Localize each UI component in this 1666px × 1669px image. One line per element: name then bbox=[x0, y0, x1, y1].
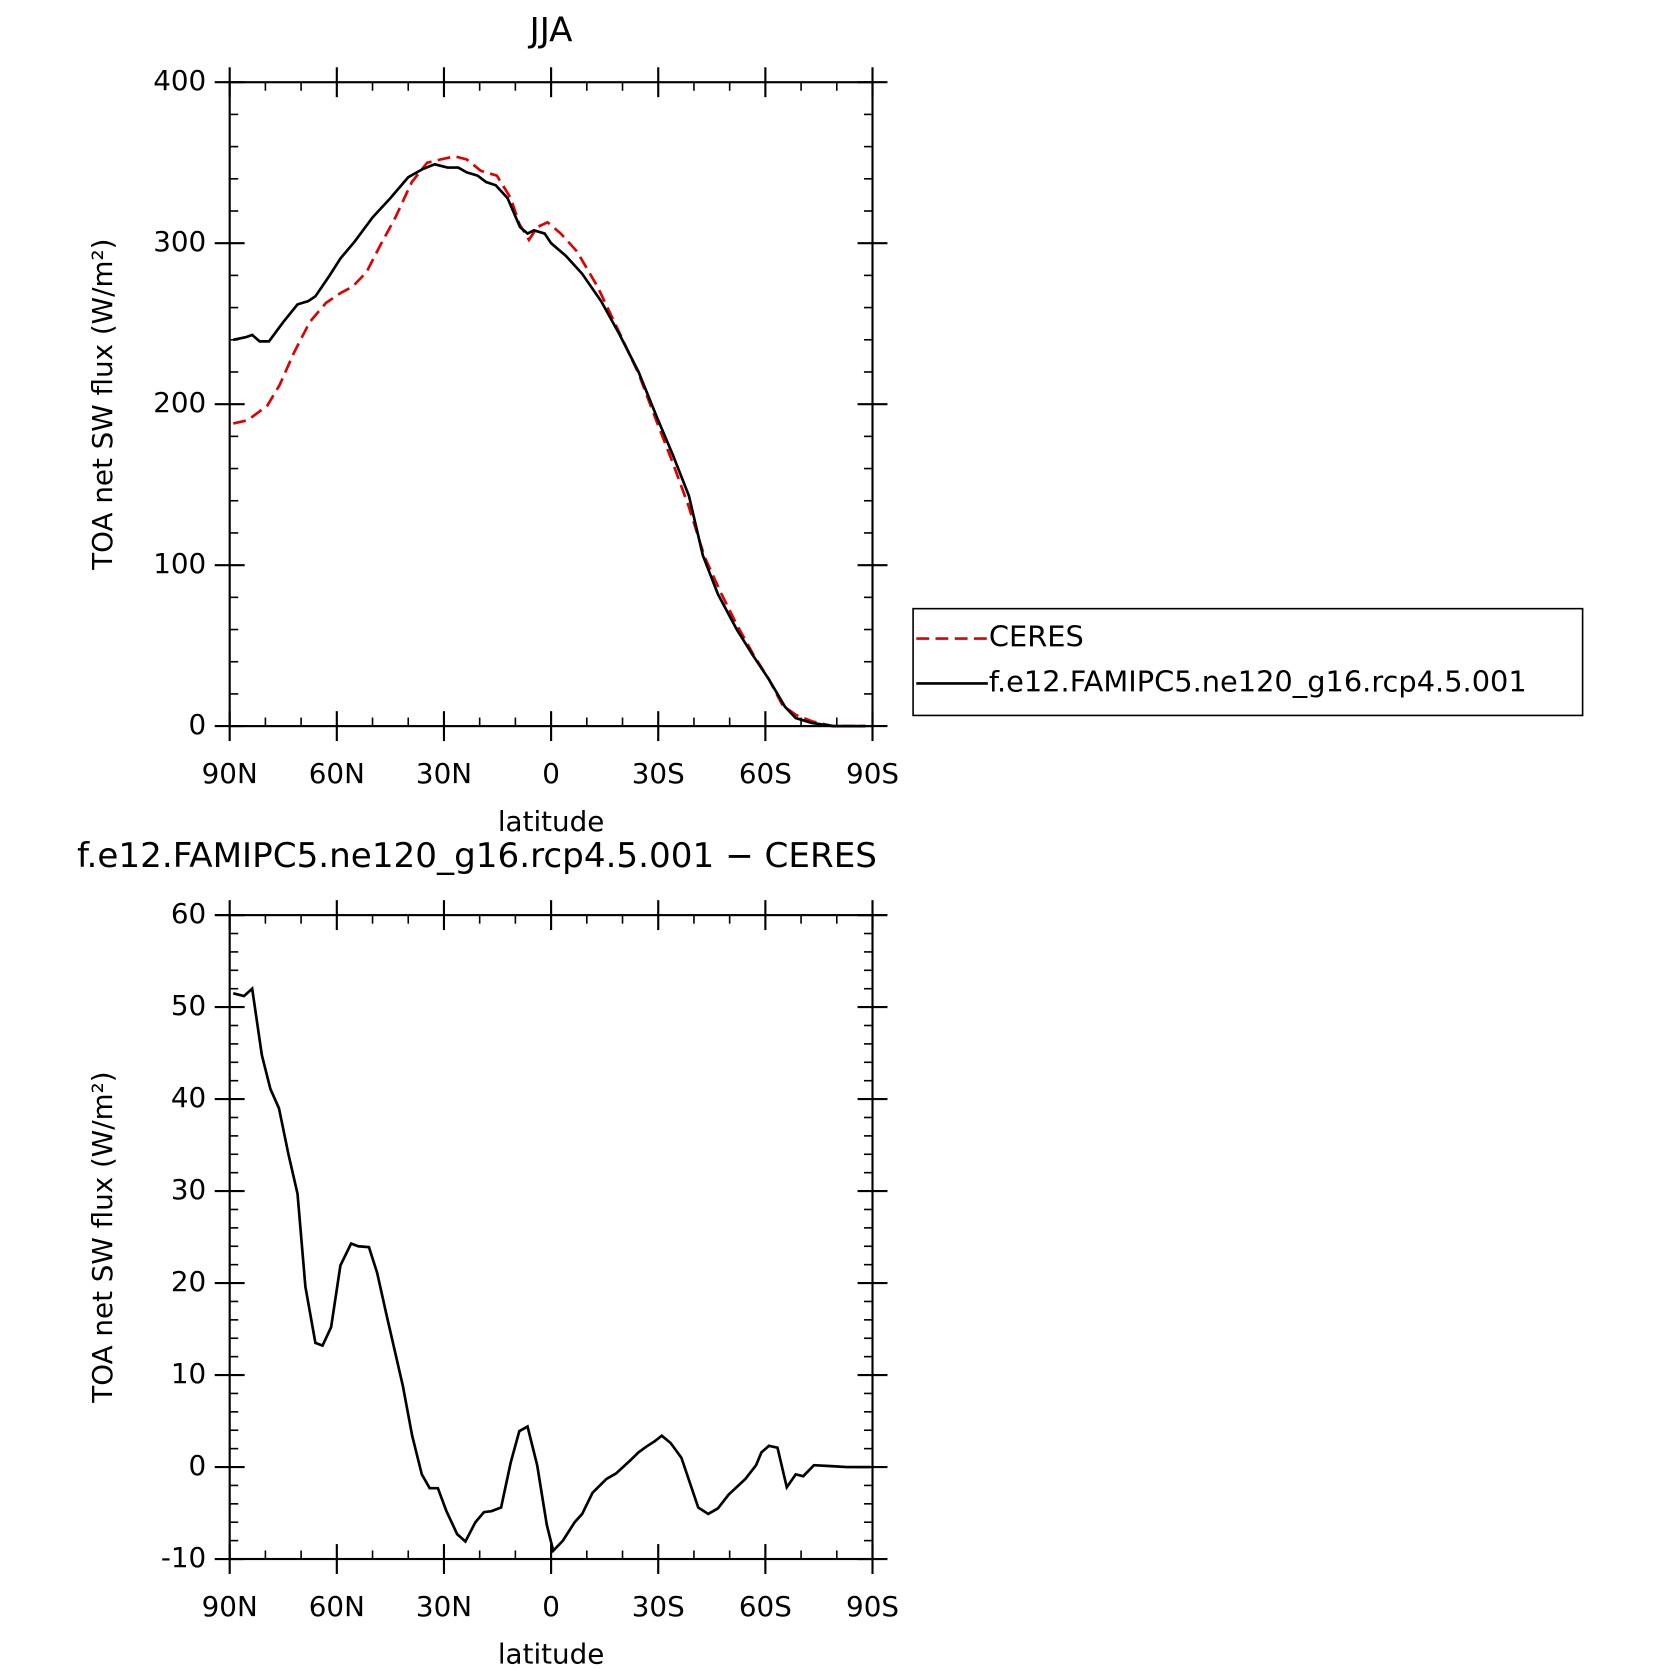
y-tick-label: 20 bbox=[171, 1265, 206, 1298]
x-tick-label: 0 bbox=[542, 757, 560, 790]
x-tick-label: 90N bbox=[202, 1590, 258, 1623]
x-tick-label: 90S bbox=[846, 757, 899, 790]
y-axis-label: TOA net SW flux (W/m²) bbox=[86, 1071, 119, 1403]
chart-title: JJA bbox=[528, 11, 574, 51]
x-tick-label: 60S bbox=[739, 1590, 792, 1623]
x-tick-label: 60N bbox=[309, 757, 365, 790]
x-tick-label: 30N bbox=[416, 757, 472, 790]
series-line bbox=[232, 986, 871, 1554]
y-tick-label: -10 bbox=[161, 1541, 206, 1574]
y-tick-label: 100 bbox=[153, 547, 206, 580]
y-tick-label: 30 bbox=[171, 1173, 206, 1206]
x-tick-label: 30S bbox=[632, 1590, 685, 1623]
y-tick-label: 200 bbox=[153, 386, 206, 419]
y-tick-label: 60 bbox=[171, 897, 206, 930]
x-tick-label: 30S bbox=[632, 757, 685, 790]
chart-title: f.e12.FAMIPC5.ne120_g16.rcp4.5.001 − CER… bbox=[77, 836, 877, 876]
y-axis-label: TOA net SW flux (W/m²) bbox=[86, 239, 119, 571]
x-tick-label: 60N bbox=[309, 1590, 365, 1623]
y-tick-label: 50 bbox=[171, 989, 206, 1022]
x-tick-label: 0 bbox=[542, 1590, 560, 1623]
y-tick-label: 40 bbox=[171, 1081, 206, 1114]
x-tick-label: 90S bbox=[846, 1590, 899, 1623]
x-axis-label: latitude bbox=[498, 1638, 604, 1669]
x-tick-label: 30N bbox=[416, 1590, 472, 1623]
y-tick-label: 0 bbox=[189, 1449, 207, 1482]
x-tick-label: 60S bbox=[739, 757, 792, 790]
series-line bbox=[232, 162, 866, 728]
y-tick-label: 300 bbox=[153, 225, 206, 258]
x-axis-label: latitude bbox=[498, 805, 604, 838]
y-tick-label: 0 bbox=[189, 708, 207, 741]
y-tick-label: 10 bbox=[171, 1357, 206, 1390]
plot-frame bbox=[228, 81, 874, 728]
plot-frame bbox=[228, 914, 874, 1561]
x-tick-label: 90N bbox=[202, 757, 258, 790]
legend-label: f.e12.FAMIPC5.ne120_g16.rcp4.5.001 bbox=[989, 664, 1527, 698]
legend-label: CERES bbox=[989, 620, 1084, 654]
legend-box bbox=[912, 607, 1584, 717]
y-tick-label: 400 bbox=[153, 64, 206, 97]
